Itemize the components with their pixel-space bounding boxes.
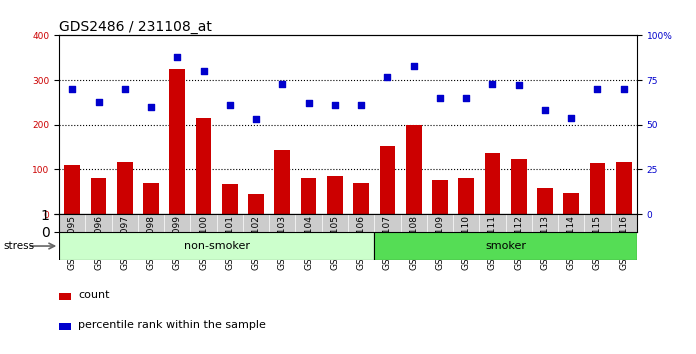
Text: GSM101115: GSM101115: [593, 215, 602, 270]
Bar: [59, 293, 72, 300]
Text: GSM101103: GSM101103: [278, 215, 287, 270]
Bar: [354, 183, 369, 214]
Text: percentile rank within the sample: percentile rank within the sample: [78, 320, 266, 330]
Point: [198, 68, 209, 74]
Point: [618, 86, 629, 92]
Point: [93, 99, 104, 104]
Text: GSM101099: GSM101099: [173, 215, 182, 270]
Point: [434, 95, 445, 101]
Bar: [65, 165, 80, 214]
Point: [461, 95, 472, 101]
Point: [277, 81, 288, 86]
Text: GSM101114: GSM101114: [567, 215, 576, 270]
Bar: [117, 162, 133, 214]
Bar: [90, 178, 106, 214]
Bar: [59, 323, 72, 330]
Bar: [59, 232, 374, 260]
Point: [382, 74, 393, 79]
Bar: [196, 118, 212, 214]
Point: [172, 54, 183, 60]
Bar: [432, 180, 448, 214]
Point: [539, 108, 551, 113]
Text: GSM101106: GSM101106: [356, 215, 365, 270]
Point: [67, 86, 78, 92]
Point: [487, 81, 498, 86]
Text: count: count: [78, 290, 110, 300]
Text: GSM101112: GSM101112: [514, 215, 523, 270]
Text: GSM101104: GSM101104: [304, 215, 313, 270]
Text: GSM101111: GSM101111: [488, 215, 497, 270]
Text: non-smoker: non-smoker: [184, 241, 250, 251]
Bar: [143, 183, 159, 214]
Bar: [222, 184, 238, 214]
Bar: [248, 194, 264, 214]
Point: [592, 86, 603, 92]
Bar: [511, 159, 527, 214]
Text: GSM101107: GSM101107: [383, 215, 392, 270]
Text: GSM101116: GSM101116: [619, 215, 628, 270]
Bar: [301, 177, 317, 214]
Text: GSM101108: GSM101108: [409, 215, 418, 270]
Text: GSM101109: GSM101109: [436, 215, 445, 270]
Point: [513, 82, 524, 88]
Bar: [458, 178, 474, 214]
Point: [566, 115, 577, 120]
Point: [251, 116, 262, 122]
Bar: [484, 153, 500, 214]
Bar: [537, 188, 553, 214]
Point: [145, 104, 157, 110]
Bar: [590, 163, 606, 214]
Text: GSM101113: GSM101113: [540, 215, 549, 270]
Bar: [274, 150, 290, 214]
Bar: [563, 193, 579, 214]
Bar: [616, 162, 631, 214]
Text: GSM101096: GSM101096: [94, 215, 103, 270]
Text: GSM101110: GSM101110: [461, 215, 470, 270]
Point: [224, 102, 235, 108]
Bar: [169, 69, 185, 214]
Bar: [406, 125, 422, 214]
Point: [329, 102, 340, 108]
Point: [119, 86, 130, 92]
Text: GSM101101: GSM101101: [226, 215, 235, 270]
Text: GSM101095: GSM101095: [68, 215, 77, 270]
Text: GSM101105: GSM101105: [331, 215, 340, 270]
Text: GDS2486 / 231108_at: GDS2486 / 231108_at: [59, 19, 212, 34]
Text: GSM101100: GSM101100: [199, 215, 208, 270]
Bar: [327, 176, 342, 214]
Text: stress: stress: [3, 241, 35, 251]
Text: GSM101102: GSM101102: [251, 215, 260, 270]
Point: [408, 63, 419, 69]
Point: [356, 102, 367, 108]
Bar: [374, 232, 637, 260]
Point: [303, 101, 314, 106]
Text: smoker: smoker: [485, 241, 526, 251]
Text: GSM101097: GSM101097: [120, 215, 129, 270]
Bar: [379, 146, 395, 214]
Text: GSM101098: GSM101098: [147, 215, 156, 270]
